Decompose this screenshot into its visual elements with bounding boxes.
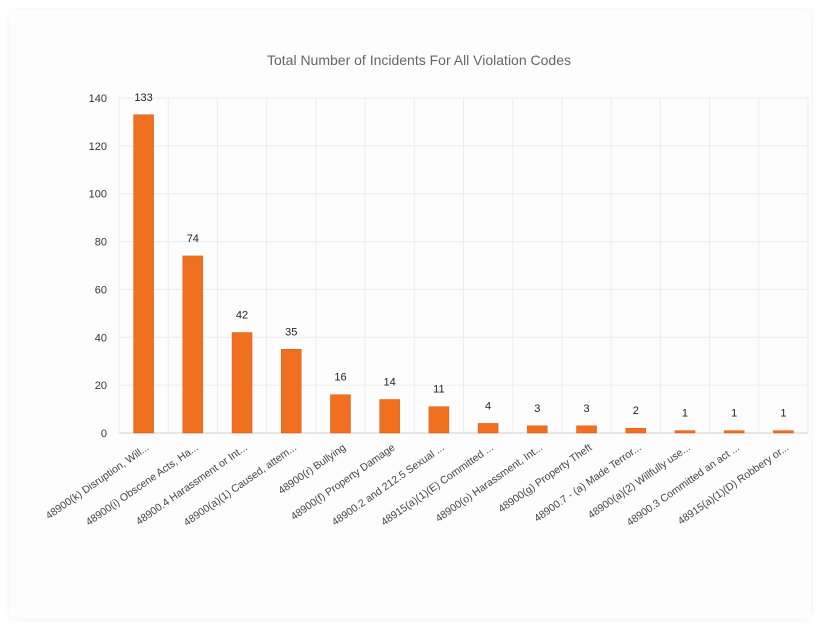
y-tick-label: 120 xyxy=(89,141,107,153)
bar xyxy=(330,394,351,434)
chart-title: Total Number of Incidents For All Violat… xyxy=(267,52,571,68)
data-label: 3 xyxy=(534,403,540,415)
bar xyxy=(133,114,154,434)
y-tick-label: 140 xyxy=(89,93,107,105)
x-tick-label: 48900(g) Property Theft xyxy=(496,442,594,516)
data-label: 16 xyxy=(334,372,346,384)
data-label: 14 xyxy=(384,377,396,389)
bar xyxy=(576,425,597,434)
bar xyxy=(527,425,548,434)
bar xyxy=(477,423,499,434)
bar xyxy=(723,430,745,434)
y-tick-label: 40 xyxy=(95,332,107,344)
bar xyxy=(428,406,450,434)
data-label: 42 xyxy=(236,310,248,322)
bar xyxy=(674,430,696,434)
data-label: 4 xyxy=(485,400,491,412)
data-label: 1 xyxy=(780,408,786,420)
x-axis-labels: 48900(k) Disruption, Will...48900(i) Obs… xyxy=(44,442,792,529)
data-label: 74 xyxy=(187,233,199,245)
data-label: 1 xyxy=(731,408,737,420)
data-label: 35 xyxy=(285,326,297,338)
data-label: 2 xyxy=(633,405,639,417)
bars xyxy=(133,114,794,434)
y-tick-label: 0 xyxy=(101,428,107,440)
grid-lines xyxy=(118,97,809,434)
y-tick-label: 80 xyxy=(95,237,107,249)
bar xyxy=(625,427,646,434)
y-tick-label: 100 xyxy=(89,189,107,201)
y-tick-label: 60 xyxy=(95,284,107,296)
data-label: 3 xyxy=(583,403,589,415)
data-label: 1 xyxy=(682,408,688,420)
y-tick-label: 20 xyxy=(95,380,107,392)
bar xyxy=(281,349,302,434)
bar xyxy=(379,399,400,434)
bar-chart: Total Number of Incidents For All Violat… xyxy=(44,52,809,529)
bar xyxy=(773,430,794,434)
data-label: 133 xyxy=(134,92,152,104)
y-axis: 0 20 40 60 80 100 120 140 xyxy=(89,93,107,440)
chart-panel: Total Number of Incidents For All Violat… xyxy=(10,10,811,619)
bar xyxy=(231,332,253,434)
data-label: 11 xyxy=(433,384,444,396)
bar xyxy=(182,255,204,434)
